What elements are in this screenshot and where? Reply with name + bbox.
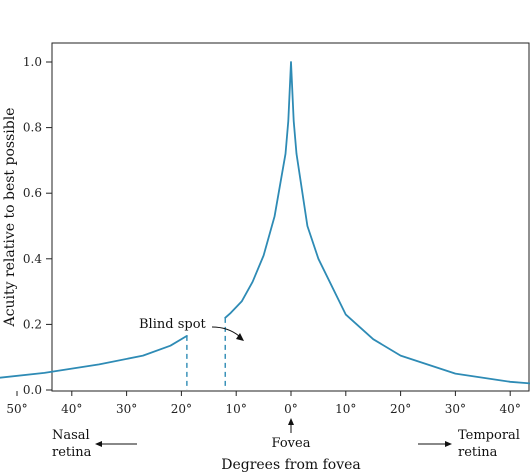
x-tick-label: 0° xyxy=(284,402,298,416)
y-tick-label: 0.0 xyxy=(23,383,42,397)
nasal-arrowhead xyxy=(95,441,102,447)
y-tick-label: 1.0 xyxy=(23,55,42,69)
x-tick-label: 40° xyxy=(500,402,521,416)
y-axis-label: Acuity relative to best possible xyxy=(2,108,18,328)
nasal-label-line2: retina xyxy=(52,445,92,460)
x-tick-label: 20° xyxy=(171,402,192,416)
nasal-label-line1: Nasal xyxy=(52,428,90,443)
blind-spot-label: Blind spot xyxy=(139,317,207,332)
fovea-label: Fovea xyxy=(272,436,311,451)
y-axis-ticks: 0.0 0.2 0.4 0.6 0.8 1.0 xyxy=(23,55,52,397)
blind-spot-arrowhead xyxy=(236,333,244,341)
x-tick-label: 10° xyxy=(335,402,356,416)
y-tick-label: 0.6 xyxy=(23,186,42,200)
x-tick-label: 30° xyxy=(445,402,466,416)
acuity-curve-segment xyxy=(224,61,530,385)
plot-frame xyxy=(51,42,530,392)
series-layer xyxy=(0,61,530,390)
fovea-arrowhead xyxy=(288,418,294,425)
temporal-label-line2: retina xyxy=(458,445,498,460)
y-tick-label: 0.8 xyxy=(23,121,42,135)
x-tick-label: 50° xyxy=(6,402,27,416)
x-tick-label: 40° xyxy=(61,402,82,416)
acuity-curve-segment xyxy=(0,334,188,379)
x-tick-label: 20° xyxy=(390,402,411,416)
y-tick-label: 0.4 xyxy=(23,252,42,266)
y-tick-label: 0.2 xyxy=(23,317,42,331)
x-tick-label: 10° xyxy=(226,402,247,416)
temporal-arrowhead xyxy=(445,441,452,447)
temporal-label-line1: Temporal xyxy=(458,428,520,443)
x-tick-label: 30° xyxy=(116,402,137,416)
x-axis-label: Degrees from fovea xyxy=(221,457,361,473)
blind-spot-arrow xyxy=(211,326,240,337)
x-axis-ticks: 60°50°40°30°20°10°0°10°20°30°40°50° xyxy=(6,391,521,416)
